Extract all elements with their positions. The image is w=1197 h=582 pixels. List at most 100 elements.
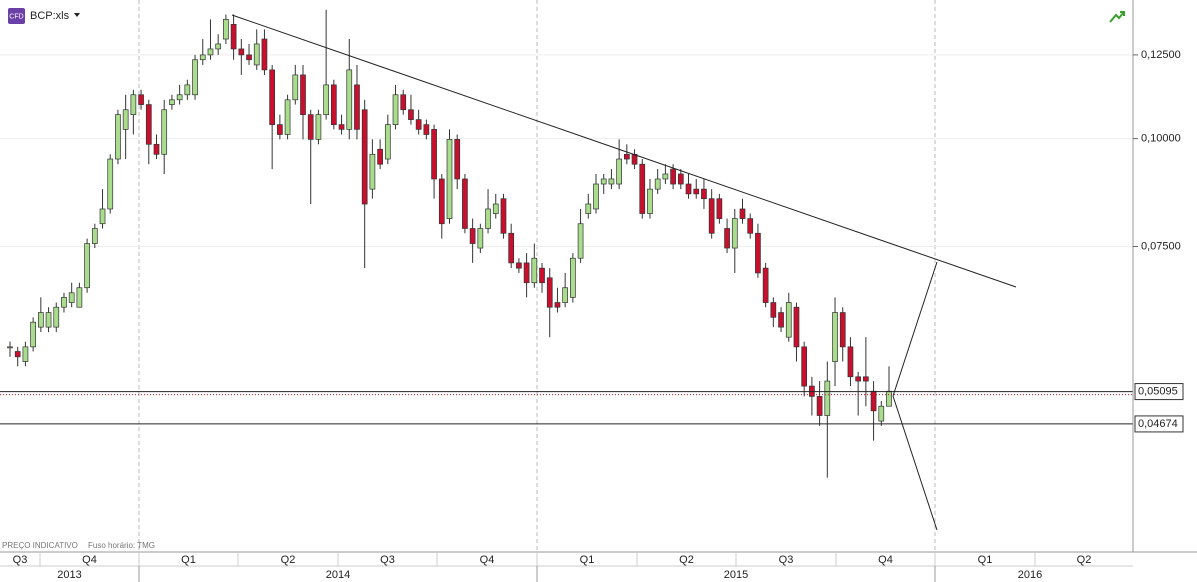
candle-body <box>608 178 615 185</box>
candle-body <box>361 109 368 205</box>
candle-body <box>307 114 314 140</box>
candle-body <box>670 168 676 185</box>
candle-body <box>261 38 268 71</box>
candle-body <box>377 148 383 165</box>
quarter-label: Q1 <box>978 554 993 566</box>
candle-body <box>7 346 13 349</box>
candle-body <box>531 257 538 284</box>
candle-body <box>84 243 90 289</box>
candle-body <box>338 124 345 130</box>
candle-body <box>685 183 692 195</box>
candle-body <box>192 59 198 96</box>
badge-text: CFD <box>9 13 23 20</box>
candle-body <box>176 94 183 101</box>
year-label: 2014 <box>326 569 350 581</box>
candle-body <box>61 296 67 308</box>
candle-body <box>161 109 168 155</box>
candle-body <box>230 24 237 50</box>
candle-body <box>246 54 252 61</box>
candle-body <box>693 188 700 195</box>
quarter-label: Q2 <box>1077 554 1092 566</box>
candle-body <box>315 114 322 140</box>
candle-body <box>153 143 160 155</box>
candle-body <box>269 69 276 125</box>
candle-body <box>770 302 777 318</box>
dropdown-arrow[interactable] <box>74 13 80 17</box>
candle-body <box>454 139 461 180</box>
candle-body <box>107 158 114 210</box>
candle-body <box>438 178 445 225</box>
candle-body <box>215 43 222 50</box>
candle-body <box>508 232 515 264</box>
price-label-box <box>1134 415 1184 433</box>
candle-body <box>253 43 260 66</box>
trend-line <box>892 395 938 531</box>
candle-body <box>130 94 137 115</box>
candle-body <box>623 153 630 160</box>
candle-body <box>839 312 846 348</box>
badge <box>8 8 25 24</box>
candle-body <box>492 203 499 214</box>
candle-body <box>369 153 376 190</box>
quarter-label: Q1 <box>580 554 595 566</box>
candle-body <box>716 198 723 219</box>
candle-body <box>277 124 283 135</box>
candle-body <box>847 346 854 378</box>
trend-lines <box>231 14 1017 531</box>
candle-body <box>562 287 569 303</box>
candle-body <box>45 312 52 328</box>
candle-body <box>469 228 476 244</box>
quarter-label: Q3 <box>13 554 28 566</box>
candle-body <box>724 228 730 249</box>
candle-body <box>145 104 152 145</box>
trend-line <box>892 261 938 397</box>
candle-body <box>300 74 306 115</box>
candle-body <box>546 277 553 308</box>
candle-body <box>593 183 599 210</box>
instrument-name[interactable]: BCP:xls <box>30 10 70 22</box>
candle-body <box>184 84 191 96</box>
candle-body <box>539 267 545 284</box>
candle-body <box>708 198 715 234</box>
candle-body <box>631 153 638 165</box>
candle-body <box>346 69 353 130</box>
candle-body <box>138 94 144 105</box>
candle-body <box>832 312 838 362</box>
candle-body <box>739 208 746 219</box>
candle-body <box>570 257 576 298</box>
quarter-label: Q4 <box>82 554 97 566</box>
candle-body <box>647 188 653 214</box>
candle-body <box>392 94 399 125</box>
y-tick-label: 0,10000 <box>1141 133 1181 145</box>
candle-body <box>855 376 862 382</box>
candle-body <box>284 99 291 135</box>
candle-body <box>793 306 800 348</box>
status-icon <box>1109 11 1125 23</box>
candle-body <box>408 109 414 120</box>
candle-body <box>616 158 622 185</box>
candle-body <box>99 208 106 225</box>
candle-body <box>423 124 430 135</box>
candle-body <box>785 302 792 338</box>
candle-body <box>801 346 808 387</box>
candle-body <box>778 312 784 328</box>
plot-area <box>0 9 1133 478</box>
candle-body <box>68 292 75 303</box>
candle-body <box>199 54 206 61</box>
header: CFD BCP:xls <box>8 8 1125 24</box>
candle-body <box>400 94 407 111</box>
quarter-label: Q1 <box>181 554 196 566</box>
candle-body <box>816 396 823 416</box>
candle-body <box>169 99 175 105</box>
candle-body <box>762 267 769 303</box>
candle-body <box>384 124 391 160</box>
candle-body <box>701 188 707 200</box>
year-label: 2015 <box>724 569 748 581</box>
candle-body <box>639 163 646 214</box>
candle-body <box>878 405 885 422</box>
quarter-label: Q2 <box>679 554 694 566</box>
candle-body <box>14 351 21 358</box>
candle-body <box>731 218 738 249</box>
candle-body <box>76 287 83 308</box>
